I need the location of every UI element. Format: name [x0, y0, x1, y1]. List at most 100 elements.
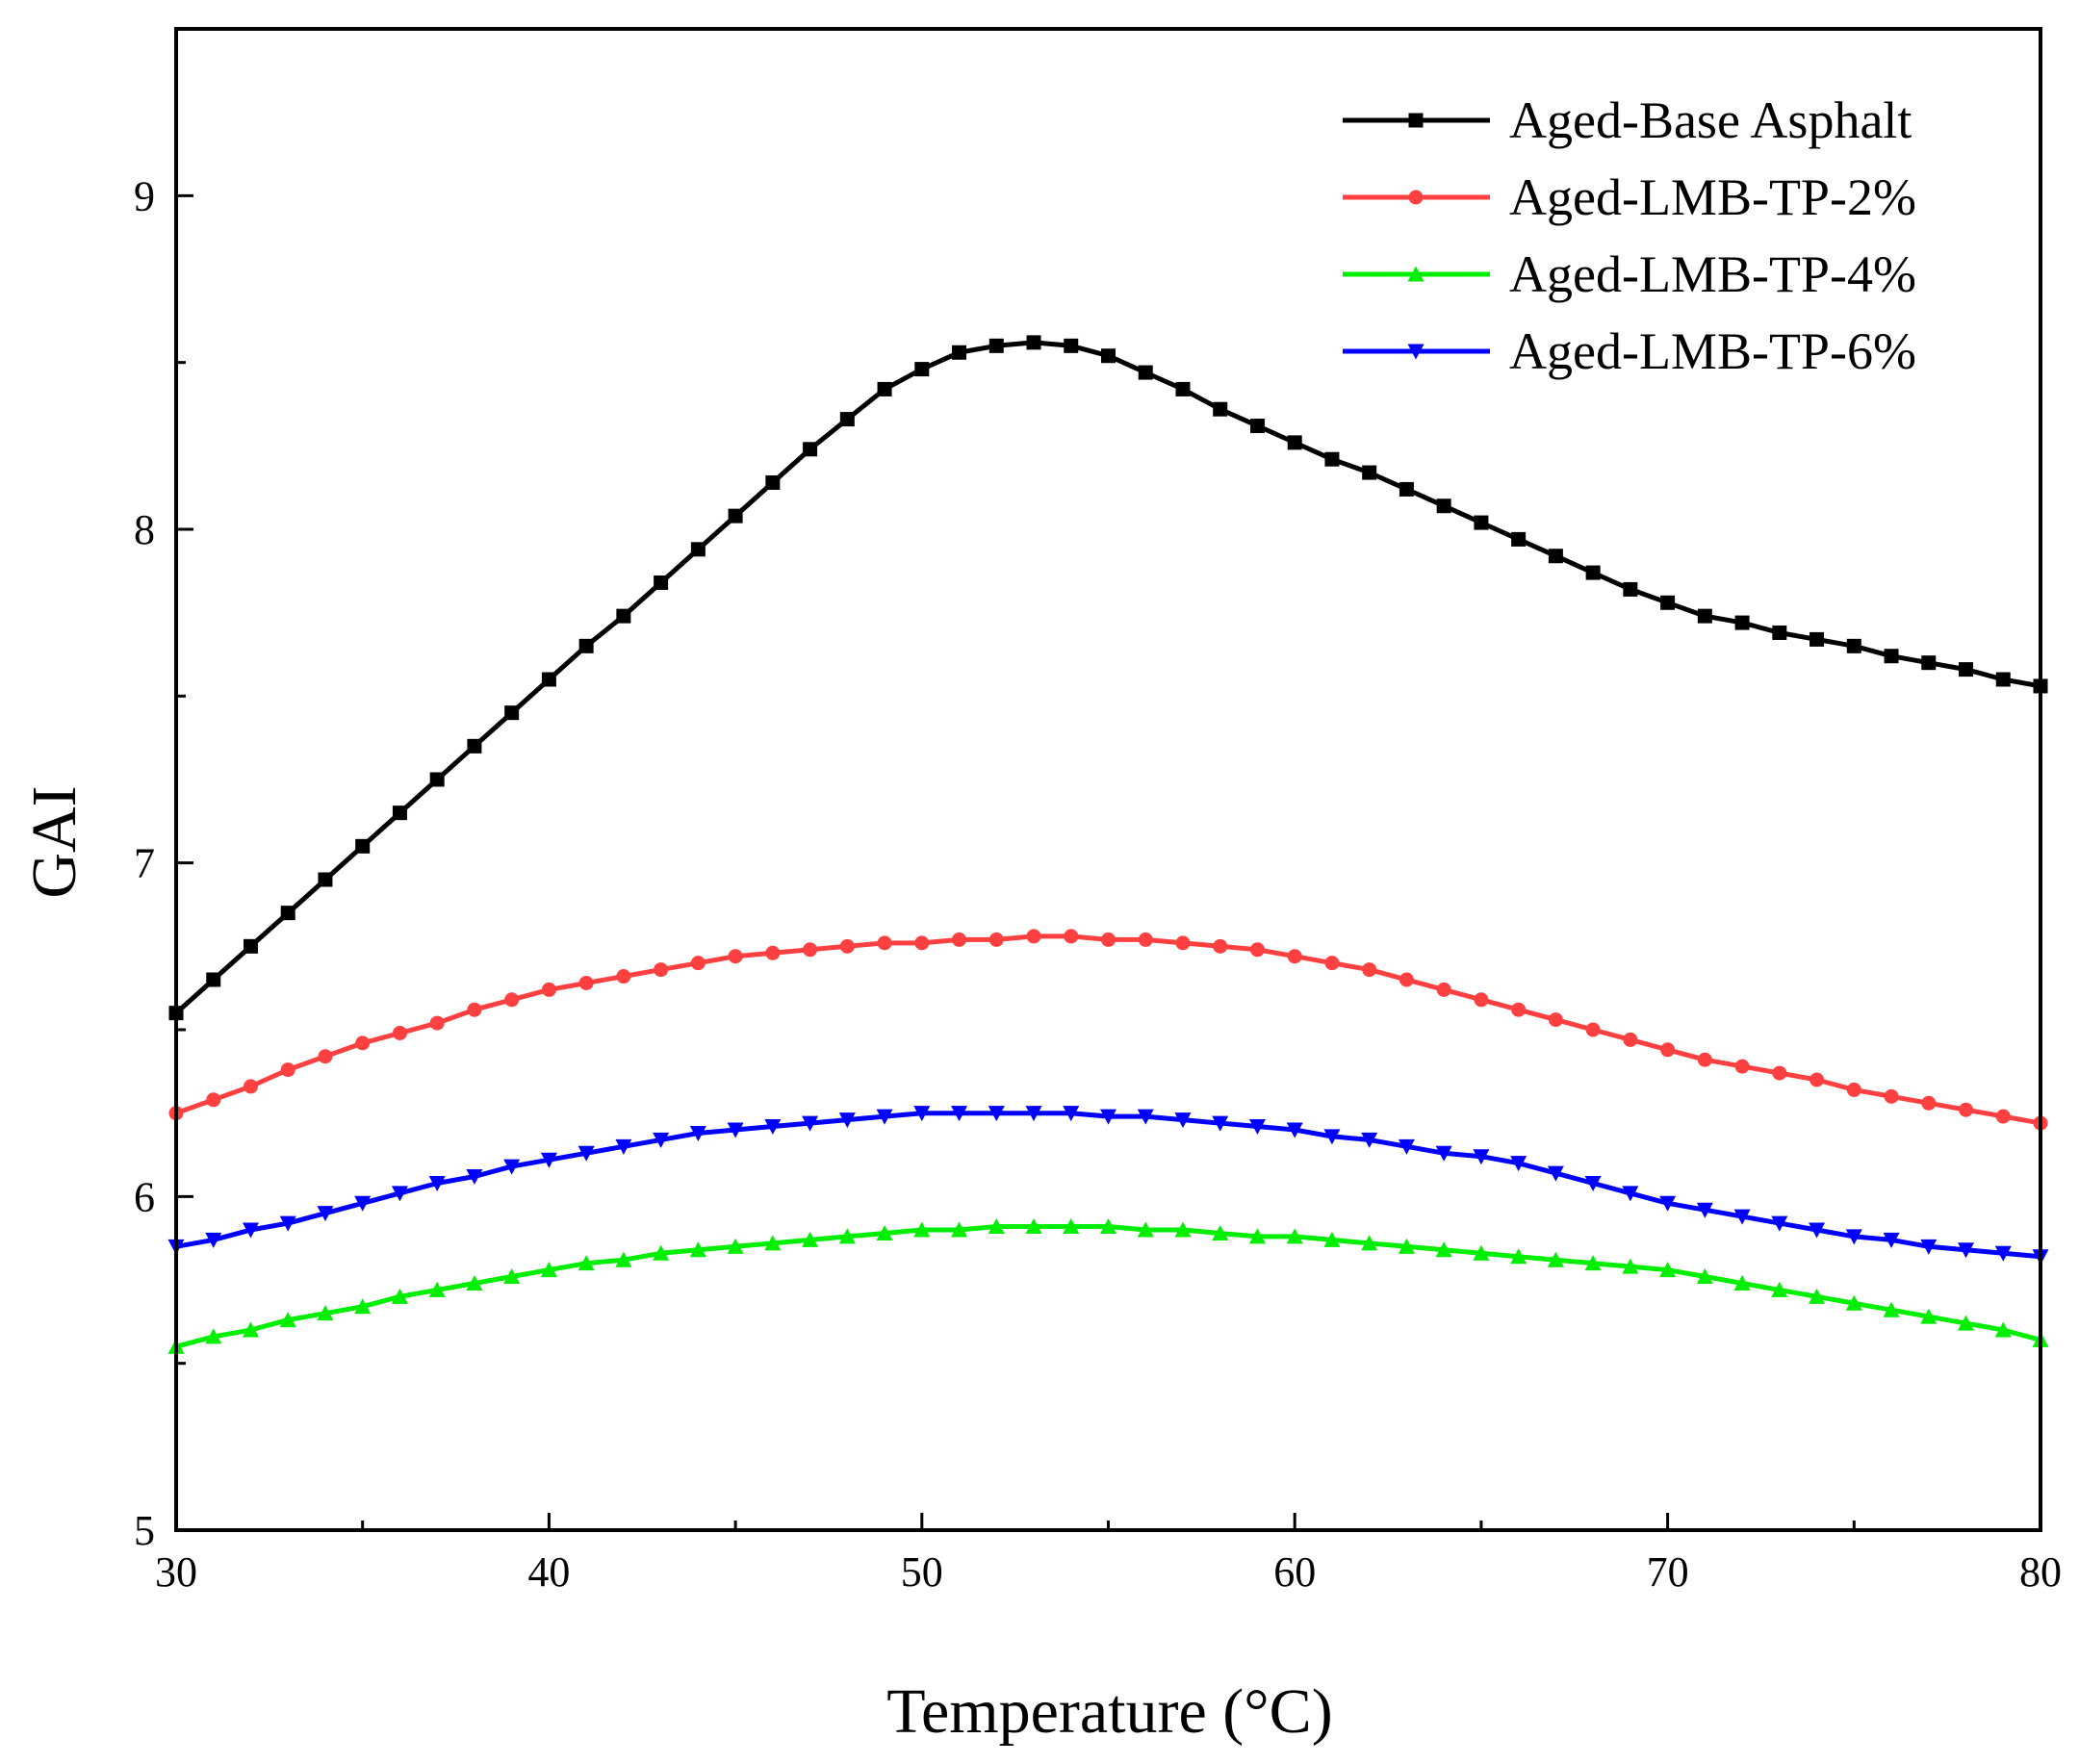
data-point [578, 975, 594, 990]
data-point [1064, 929, 1079, 944]
data-point [1286, 1228, 1303, 1244]
series-4 [167, 1106, 2049, 1265]
data-point [802, 1115, 819, 1132]
data-point [1435, 1241, 1452, 1258]
data-point [1101, 932, 1116, 947]
data-point [1323, 1231, 1341, 1247]
data-point [1883, 1301, 1900, 1317]
y-tick-label: 5 [134, 1507, 155, 1554]
y-tick-label: 6 [134, 1173, 155, 1220]
data-point [1771, 1215, 1788, 1232]
data-point [1548, 549, 1563, 564]
data-point [615, 1251, 632, 1267]
data-point [1399, 481, 1414, 497]
data-point [1547, 1165, 1564, 1182]
data-point [503, 1159, 521, 1175]
data-point [578, 1145, 595, 1162]
data-point [1810, 631, 1825, 647]
data-point [1660, 1042, 1676, 1058]
data-point [690, 956, 706, 971]
data-point [838, 1228, 856, 1244]
series-1 [168, 335, 2048, 1021]
data-point [839, 938, 855, 954]
data-point [429, 772, 445, 787]
data-point [1585, 565, 1601, 580]
series-2 [168, 929, 2048, 1131]
data-point [1921, 655, 1937, 671]
data-point [876, 1109, 893, 1125]
data-point [877, 935, 892, 951]
data-point [689, 1241, 706, 1258]
legend-label: Aged-LMB-TP-4% [1509, 245, 1916, 303]
legend-item: Aged-LMB-TP-4% [1343, 245, 1916, 303]
data-point [1959, 1102, 1974, 1117]
data-point [838, 1112, 856, 1129]
data-point [1697, 1052, 1712, 1067]
legend-item: Aged-LMB-TP-2% [1343, 168, 1916, 226]
data-point [1286, 1122, 1303, 1138]
data-point [1958, 1242, 1975, 1259]
data-point [876, 1224, 893, 1240]
data-point [1511, 1002, 1527, 1017]
data-point [802, 1231, 819, 1247]
data-point [279, 1215, 296, 1232]
data-point [615, 1138, 632, 1155]
data-point [988, 338, 1004, 353]
data-point [504, 705, 520, 721]
data-point [1025, 1218, 1042, 1235]
data-point [578, 1255, 595, 1271]
data-point [1398, 1238, 1415, 1254]
data-point [1100, 1218, 1116, 1235]
data-point [1734, 615, 1750, 630]
data-point [1584, 1175, 1602, 1191]
data-point [616, 608, 631, 624]
data-point [1659, 1195, 1677, 1212]
data-point [1883, 1232, 1900, 1248]
data-point [279, 1312, 296, 1328]
data-point [914, 935, 930, 951]
data-point [1435, 1145, 1452, 1162]
data-point [354, 1298, 372, 1315]
data-point [1362, 465, 1377, 480]
data-point [1436, 499, 1451, 514]
data-point [428, 1175, 446, 1191]
data-point [1101, 348, 1116, 364]
data-point [1995, 672, 2011, 687]
data-point [242, 1222, 259, 1239]
data-point [355, 1035, 371, 1051]
data-point [1100, 1109, 1116, 1125]
data-point [1623, 1032, 1638, 1047]
legend-marker [1407, 266, 1424, 282]
data-point [1474, 515, 1489, 530]
data-point [690, 542, 706, 557]
data-point [1772, 625, 1787, 640]
data-point [1473, 1149, 1490, 1165]
data-point [355, 838, 371, 854]
data-point [1995, 1109, 2011, 1124]
data-point [1248, 1119, 1266, 1136]
data-point [1212, 1224, 1229, 1240]
data-point [467, 1002, 482, 1017]
data-point [1511, 531, 1527, 547]
data-point [913, 1106, 931, 1122]
data-point [1958, 1315, 1975, 1331]
data-point [1994, 1321, 2012, 1338]
data-point [1845, 1229, 1862, 1245]
data-point [1138, 932, 1153, 947]
data-point [1362, 962, 1377, 978]
data-point [1660, 595, 1676, 610]
data-point [764, 1235, 782, 1251]
data-point [1846, 638, 1861, 653]
series-3 [167, 1218, 2049, 1354]
data-point [391, 1186, 408, 1202]
data-point [728, 949, 743, 964]
data-point [1622, 1258, 1639, 1274]
data-point [578, 638, 594, 653]
data-point [242, 1321, 259, 1338]
data-point [1399, 972, 1414, 987]
data-point [1174, 1221, 1192, 1238]
data-point [1884, 649, 1899, 664]
data-point [1920, 1239, 1938, 1255]
data-point [205, 1328, 222, 1344]
